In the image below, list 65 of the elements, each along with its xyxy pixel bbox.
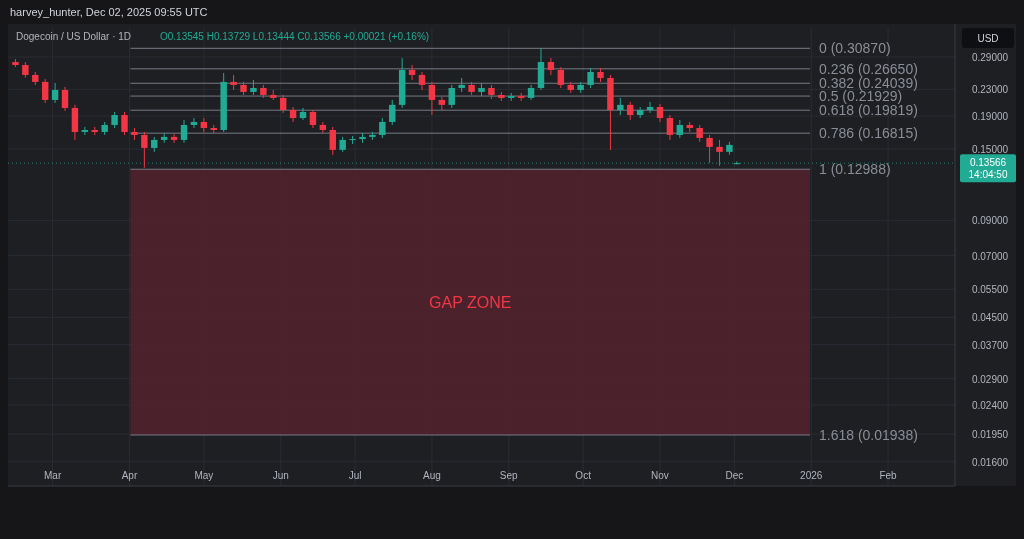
- candlestick: [170, 133, 178, 144]
- candlestick: [587, 67, 594, 89]
- y-axis-title: USD: [977, 33, 999, 44]
- candlestick: [81, 126, 89, 136]
- candlestick: [408, 64, 416, 81]
- y-tick-label: 0.23000: [971, 84, 1009, 96]
- annotation: O0.13545 H0.13729 L0.13444 C0.13566 +0.00021 (+0.16%): [160, 31, 430, 42]
- candlestick: [299, 107, 307, 121]
- ref-line-label: 0 (0.30870): [819, 40, 891, 57]
- ref-line-label: 0.13566: [969, 157, 1007, 169]
- ref-line-label: 0.786 (0.16815): [819, 125, 918, 142]
- candlestick: [329, 126, 336, 156]
- candlestick: [547, 57, 555, 76]
- y-tick-label: 0.19000: [971, 111, 1009, 123]
- ref-line-label: 1 (0.12988): [819, 161, 891, 178]
- y-tick-label: 0.01600: [971, 456, 1009, 468]
- chart-subtitle: harvey_hunter, Dec 02, 2025 09:55 UTC: [10, 6, 208, 18]
- x-tick-label: Sep: [499, 470, 519, 481]
- ref-line-label: 0.236 (0.26650): [819, 60, 918, 77]
- chart-title: Dogecoin / US Dollar · 1D: [16, 31, 132, 42]
- candlestick: [428, 81, 436, 116]
- candlestick: [41, 78, 49, 104]
- y-tick-label: 0.29000: [971, 52, 1009, 64]
- band-label: GAP ZONE: [429, 294, 512, 312]
- candlestick: [646, 101, 654, 114]
- ref-line-label: 1.618 (0.01938): [819, 426, 918, 443]
- y-tick-label: 0.05500: [971, 284, 1009, 296]
- candlestick: [180, 119, 188, 144]
- candlestick: [557, 66, 565, 89]
- x-tick-label: 2026: [800, 470, 823, 481]
- x-tick-label: Aug: [423, 470, 441, 481]
- y-tick-label: 0.04500: [971, 312, 1009, 324]
- x-tick-label: May: [194, 470, 214, 481]
- y-tick-label: 0.07000: [971, 250, 1009, 262]
- candlestick: [389, 99, 396, 126]
- x-tick-label: Feb: [879, 470, 898, 481]
- candlestick: [289, 106, 297, 123]
- candlestick: [190, 117, 198, 129]
- y-tick-label: 0.01950: [971, 429, 1009, 441]
- x-tick-label: Dec: [725, 470, 744, 481]
- x-tick-label: Nov: [651, 470, 669, 481]
- x-tick-label: Mar: [44, 470, 62, 481]
- x-tick-label: Apr: [121, 470, 138, 481]
- candlestick: [627, 101, 634, 121]
- candlestick: [141, 131, 148, 169]
- x-tick-label: Jun: [272, 470, 289, 481]
- candlestick: [706, 134, 713, 164]
- candlestick: [379, 117, 386, 139]
- y-tick-label: 0.02400: [971, 400, 1009, 412]
- candlestick: [656, 103, 664, 123]
- y-tick-label: 0.03700: [971, 339, 1009, 351]
- candlestick: [309, 109, 317, 129]
- candlestick: [51, 82, 59, 104]
- y-tick-label: 0.02900: [971, 373, 1009, 385]
- text: 14:04:50: [968, 169, 1008, 181]
- candlestick: [61, 86, 69, 112]
- candlestick: [448, 84, 455, 109]
- candlestick: [279, 94, 287, 114]
- x-tick-label: Oct: [575, 470, 592, 481]
- y-tick-label: 0.15000: [971, 144, 1009, 156]
- x-tick-label: Jul: [348, 470, 362, 481]
- candlestick: [121, 111, 128, 136]
- candlestick: [666, 114, 674, 141]
- candlestick: [716, 139, 723, 167]
- y-tick-label: 0.09000: [971, 215, 1009, 227]
